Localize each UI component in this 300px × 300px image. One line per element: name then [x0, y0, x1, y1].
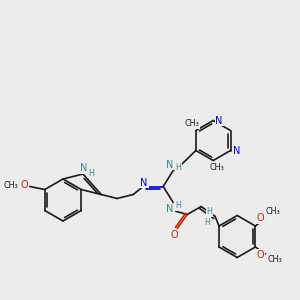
Text: H: H: [175, 163, 181, 172]
Text: CH₃: CH₃: [210, 163, 225, 172]
Text: N: N: [167, 160, 174, 170]
Text: O: O: [256, 213, 264, 223]
Text: H: H: [175, 201, 181, 210]
Text: O: O: [20, 181, 28, 190]
Text: N: N: [167, 203, 174, 214]
Text: O: O: [170, 230, 178, 239]
Text: H: H: [88, 169, 94, 178]
Text: CH₃: CH₃: [3, 181, 18, 190]
Text: CH₃: CH₃: [268, 254, 283, 263]
Text: N: N: [140, 178, 148, 188]
Text: O: O: [256, 250, 264, 260]
Text: CH₃: CH₃: [184, 119, 199, 128]
Text: N: N: [80, 163, 88, 173]
Text: H: H: [204, 218, 210, 227]
Text: CH₃: CH₃: [266, 208, 281, 217]
Text: H: H: [206, 207, 212, 216]
Text: N: N: [233, 146, 240, 155]
Text: N: N: [215, 116, 223, 125]
